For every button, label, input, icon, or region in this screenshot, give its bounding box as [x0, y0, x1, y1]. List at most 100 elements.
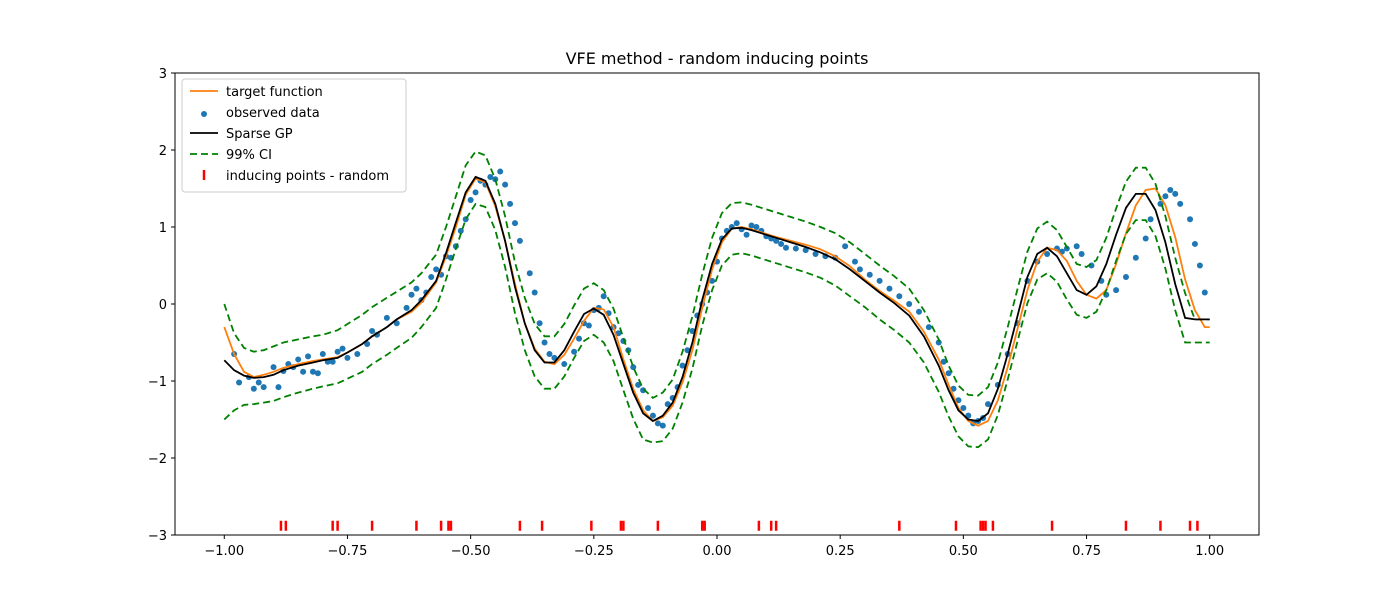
- observed-data-point: [802, 247, 809, 254]
- observed-data-point: [856, 266, 863, 273]
- observed-data-point: [408, 291, 415, 298]
- observed-data-point: [344, 354, 351, 361]
- y-tick-label: −2: [148, 452, 167, 467]
- observed-data-point: [433, 266, 440, 273]
- observed-data-point: [812, 250, 819, 257]
- x-tick-label: −0.75: [328, 544, 368, 559]
- observed-data-point: [364, 341, 371, 348]
- observed-data-point: [876, 277, 883, 284]
- x-tick-label: 0.50: [949, 544, 978, 559]
- observed-data-point: [457, 227, 464, 234]
- observed-data-point: [1078, 250, 1085, 257]
- y-tick-label: 3: [159, 67, 167, 82]
- observed-data-point: [925, 324, 932, 331]
- observed-data-point: [792, 245, 799, 252]
- observed-data-point: [536, 320, 543, 327]
- observed-data-point: [502, 181, 509, 188]
- observed-data-point: [270, 364, 277, 371]
- observed-data-point: [600, 293, 607, 300]
- observed-data-point: [576, 335, 583, 342]
- observed-data-point: [541, 339, 548, 346]
- observed-data-point: [334, 348, 341, 355]
- observed-data-point: [906, 301, 913, 307]
- observed-data-point: [1113, 287, 1120, 294]
- x-tick-label: 1.00: [1195, 544, 1224, 559]
- observed-data-point: [659, 422, 666, 429]
- observed-data-point: [275, 384, 282, 391]
- observed-data-point: [561, 361, 568, 368]
- observed-data-point: [630, 364, 637, 371]
- observed-data-point: [516, 237, 523, 244]
- y-tick-label: −3: [148, 529, 167, 544]
- observed-data-point: [393, 320, 400, 327]
- observed-data-point: [654, 420, 661, 427]
- observed-data-point: [571, 348, 578, 355]
- sparse-gp-line: [223, 175, 1210, 423]
- observed-data-point: [1147, 216, 1154, 223]
- observed-data-point: [1044, 250, 1051, 257]
- observed-data-point: [250, 385, 257, 392]
- observed-data-point: [985, 401, 991, 408]
- observed-data-point: [782, 244, 789, 251]
- observed-data-point: [1172, 190, 1179, 197]
- axes-layer: −1.00 −0.75 −0.50 −0.25 0.00 0.25 0.50 0.75 1.00…: [148, 67, 1224, 559]
- observed-data-point: [1201, 289, 1208, 296]
- observed-data-point: [319, 351, 326, 358]
- y-tick-label: −1: [148, 375, 167, 390]
- observed-data-point: [896, 293, 903, 300]
- observed-data-point: [1142, 235, 1149, 242]
- observed-data-point: [773, 237, 780, 244]
- observed-data-point: [960, 404, 967, 411]
- observed-data-point: [1122, 274, 1129, 281]
- observed-data-point: [585, 322, 592, 329]
- observed-data-point: [743, 231, 750, 238]
- legend-box: [181, 78, 407, 193]
- observed-data-point: [314, 370, 321, 377]
- observed-data-point: [733, 220, 740, 227]
- observed-data-point: [295, 356, 302, 363]
- observed-data-point: [866, 271, 873, 278]
- x-tick-label: 0.75: [1072, 544, 1101, 559]
- x-tick-label: 0.25: [826, 544, 855, 559]
- observed-data-point: [428, 274, 435, 281]
- observed-data-point: [339, 345, 346, 352]
- legend-label: Sparse GP: [226, 127, 293, 142]
- observed-data-point: [753, 224, 760, 230]
- observed-data-point: [305, 353, 312, 360]
- observed-data-point: [709, 277, 716, 284]
- observed-data-point: [1132, 254, 1139, 261]
- ci-upper-line: [223, 150, 1210, 399]
- observed-data-point: [497, 168, 504, 175]
- observed-data-point: [1167, 187, 1174, 194]
- x-tick-label: −0.25: [574, 544, 614, 559]
- observed-data-point: [748, 222, 755, 229]
- observed-data-point: [472, 189, 479, 196]
- observed-data-point: [309, 368, 316, 375]
- observed-data-point: [329, 358, 336, 365]
- observed-data-point: [649, 412, 656, 419]
- observed-data-point: [260, 384, 267, 391]
- observed-data-point: [403, 304, 410, 311]
- observed-data-point: [369, 327, 376, 334]
- observed-data-point: [1073, 243, 1080, 250]
- observed-data-point: [615, 330, 622, 337]
- observed-data-point: [1177, 200, 1184, 207]
- observed-data-point: [645, 404, 652, 411]
- observed-data-point: [255, 379, 262, 386]
- observed-data-point: [300, 368, 307, 375]
- observed-data-point: [507, 200, 514, 207]
- ci-lower-line: [223, 202, 1210, 449]
- observed-data-point: [413, 285, 420, 292]
- observed-data-point: [955, 397, 962, 404]
- y-tick-label: 1: [159, 221, 167, 236]
- legend-label: target function: [226, 85, 323, 100]
- x-tick-label: −1.00: [204, 544, 244, 559]
- observed-data-point: [945, 370, 952, 377]
- observed-data-point: [851, 258, 858, 265]
- legend-label: 99% CI: [226, 148, 272, 163]
- observed-data-point: [354, 351, 361, 358]
- observed-data-point: [940, 358, 947, 365]
- legend-label: inducing points - random: [226, 169, 389, 184]
